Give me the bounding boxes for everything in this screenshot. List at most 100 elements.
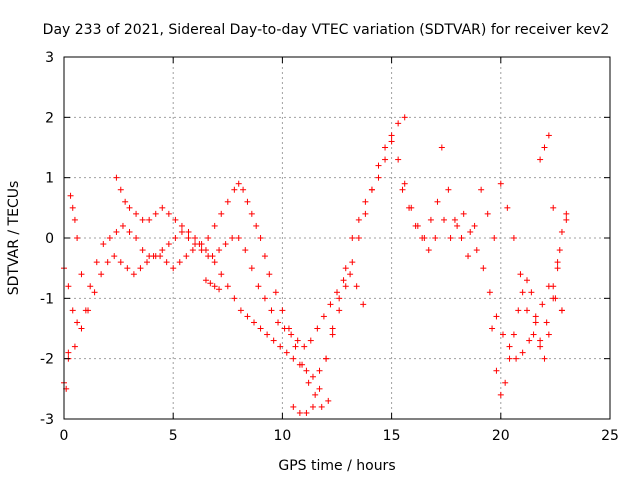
data-point: [292, 343, 299, 350]
data-point: [272, 289, 279, 296]
y-tick-label: 2: [45, 110, 54, 126]
data-point: [329, 331, 336, 338]
data-point: [320, 313, 327, 320]
data-point: [113, 174, 120, 181]
data-point: [290, 403, 297, 410]
data-point: [183, 253, 190, 260]
data-point: [375, 174, 382, 181]
data-point: [323, 355, 330, 362]
data-point: [248, 210, 255, 217]
data-point: [285, 325, 292, 332]
data-point: [327, 301, 334, 308]
data-point: [202, 247, 209, 254]
data-point: [211, 222, 218, 229]
x-tick-label: 20: [492, 428, 510, 444]
data-point: [211, 259, 218, 266]
data-point: [454, 222, 461, 229]
data-point: [172, 235, 179, 241]
data-point: [74, 319, 81, 326]
data-point: [257, 325, 264, 332]
data-point: [235, 180, 242, 187]
data-point: [355, 235, 362, 241]
data-point: [248, 265, 255, 272]
data-point: [303, 367, 310, 374]
data-point: [445, 186, 452, 193]
data-point: [325, 397, 332, 404]
data-point: [202, 277, 209, 284]
y-tick-label: 1: [45, 171, 54, 187]
data-point: [78, 271, 85, 278]
data-point: [499, 331, 506, 338]
data-point: [309, 373, 316, 380]
data-point: [69, 204, 76, 211]
data-point: [65, 283, 72, 290]
x-tick-label: 0: [60, 428, 69, 444]
y-tick-label: -1: [40, 291, 54, 307]
data-point: [362, 198, 369, 205]
data-point: [222, 241, 229, 248]
data-point: [165, 241, 172, 248]
data-point: [296, 409, 303, 416]
data-point: [126, 228, 133, 235]
data-point: [71, 216, 78, 223]
data-point: [465, 253, 472, 260]
data-point: [434, 198, 441, 205]
data-point: [192, 235, 199, 241]
data-point: [303, 409, 310, 416]
data-point: [519, 349, 526, 356]
data-point: [480, 265, 487, 272]
data-point: [532, 319, 539, 326]
data-point: [497, 180, 504, 187]
data-point: [122, 198, 129, 205]
data-point: [216, 286, 223, 293]
data-point: [159, 247, 166, 254]
data-point: [231, 295, 238, 302]
data-point: [506, 343, 513, 350]
data-point: [268, 307, 275, 314]
data-point: [74, 235, 81, 241]
data-point: [299, 361, 306, 368]
data-point: [178, 222, 185, 229]
data-point: [244, 313, 251, 320]
data-point: [185, 228, 192, 235]
y-tick-labels: -3 -2 -1 0 1 2 3: [40, 50, 54, 428]
data-point: [545, 132, 552, 139]
data-point: [502, 379, 509, 386]
data-point: [205, 235, 212, 241]
data-point: [119, 222, 126, 229]
data-point: [288, 331, 295, 338]
data-point: [172, 216, 179, 223]
data-point: [563, 210, 570, 217]
data-point: [189, 247, 196, 254]
data-point: [382, 156, 389, 163]
data-point: [209, 253, 216, 260]
data-point: [419, 235, 426, 241]
data-point: [528, 289, 535, 296]
data-point: [375, 162, 382, 169]
data-point: [432, 235, 439, 241]
data-point: [340, 277, 347, 284]
data-point: [543, 319, 550, 326]
data-point: [347, 271, 354, 278]
data-point: [316, 367, 323, 374]
data-point: [355, 216, 362, 223]
data-point: [126, 204, 133, 211]
data-point: [395, 120, 402, 127]
data-point: [139, 247, 146, 254]
chart-title: Day 233 of 2021, Sidereal Day-to-day VTE…: [43, 22, 610, 38]
data-point: [349, 259, 356, 266]
data-point: [143, 259, 150, 266]
data-point: [550, 283, 557, 290]
data-point: [69, 307, 76, 314]
data-point: [279, 307, 286, 314]
data-point: [170, 265, 177, 272]
data-point: [218, 271, 225, 278]
data-point: [342, 283, 349, 290]
data-point: [524, 277, 531, 284]
data-point: [563, 216, 570, 223]
data-point: [412, 222, 419, 229]
data-point: [382, 144, 389, 151]
data-point: [100, 241, 107, 248]
data-point: [458, 235, 465, 241]
